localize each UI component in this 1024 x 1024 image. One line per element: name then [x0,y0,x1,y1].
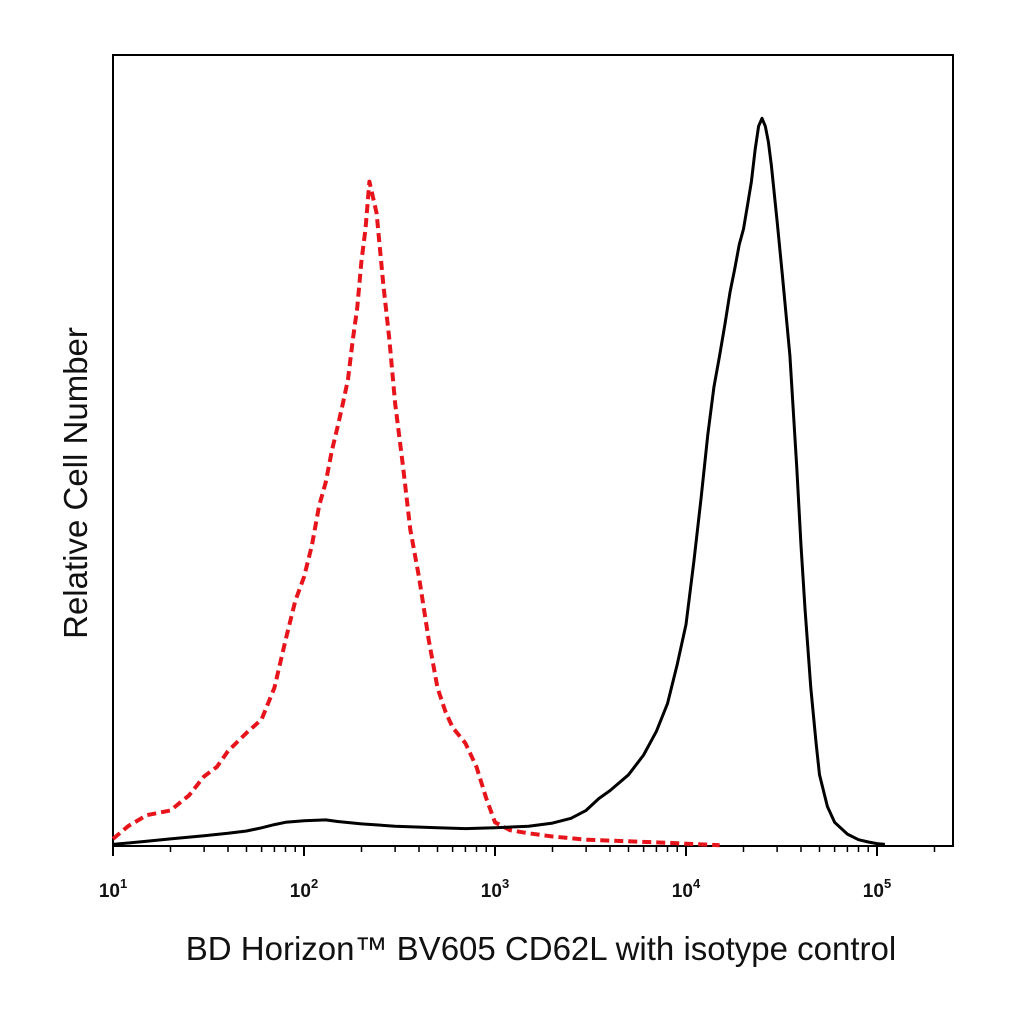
cd62l-line [112,116,886,846]
x-axis-label: BD Horizon™ BV605 CD62L with isotype con… [186,930,896,967]
series-layer [111,116,886,848]
y-axis-label: Relative Cell Number [57,327,94,639]
isotype-control-line [111,179,720,848]
x-tick-label: 104 [672,876,701,902]
x-tick-layer: 101 102 103 104 105 [99,846,936,902]
x-tick-label: 102 [290,876,318,902]
x-tick-label: 101 [99,876,127,902]
x-tick-label: 105 [863,876,891,902]
plot-frame [112,54,954,847]
x-tick-label: 103 [481,876,509,902]
